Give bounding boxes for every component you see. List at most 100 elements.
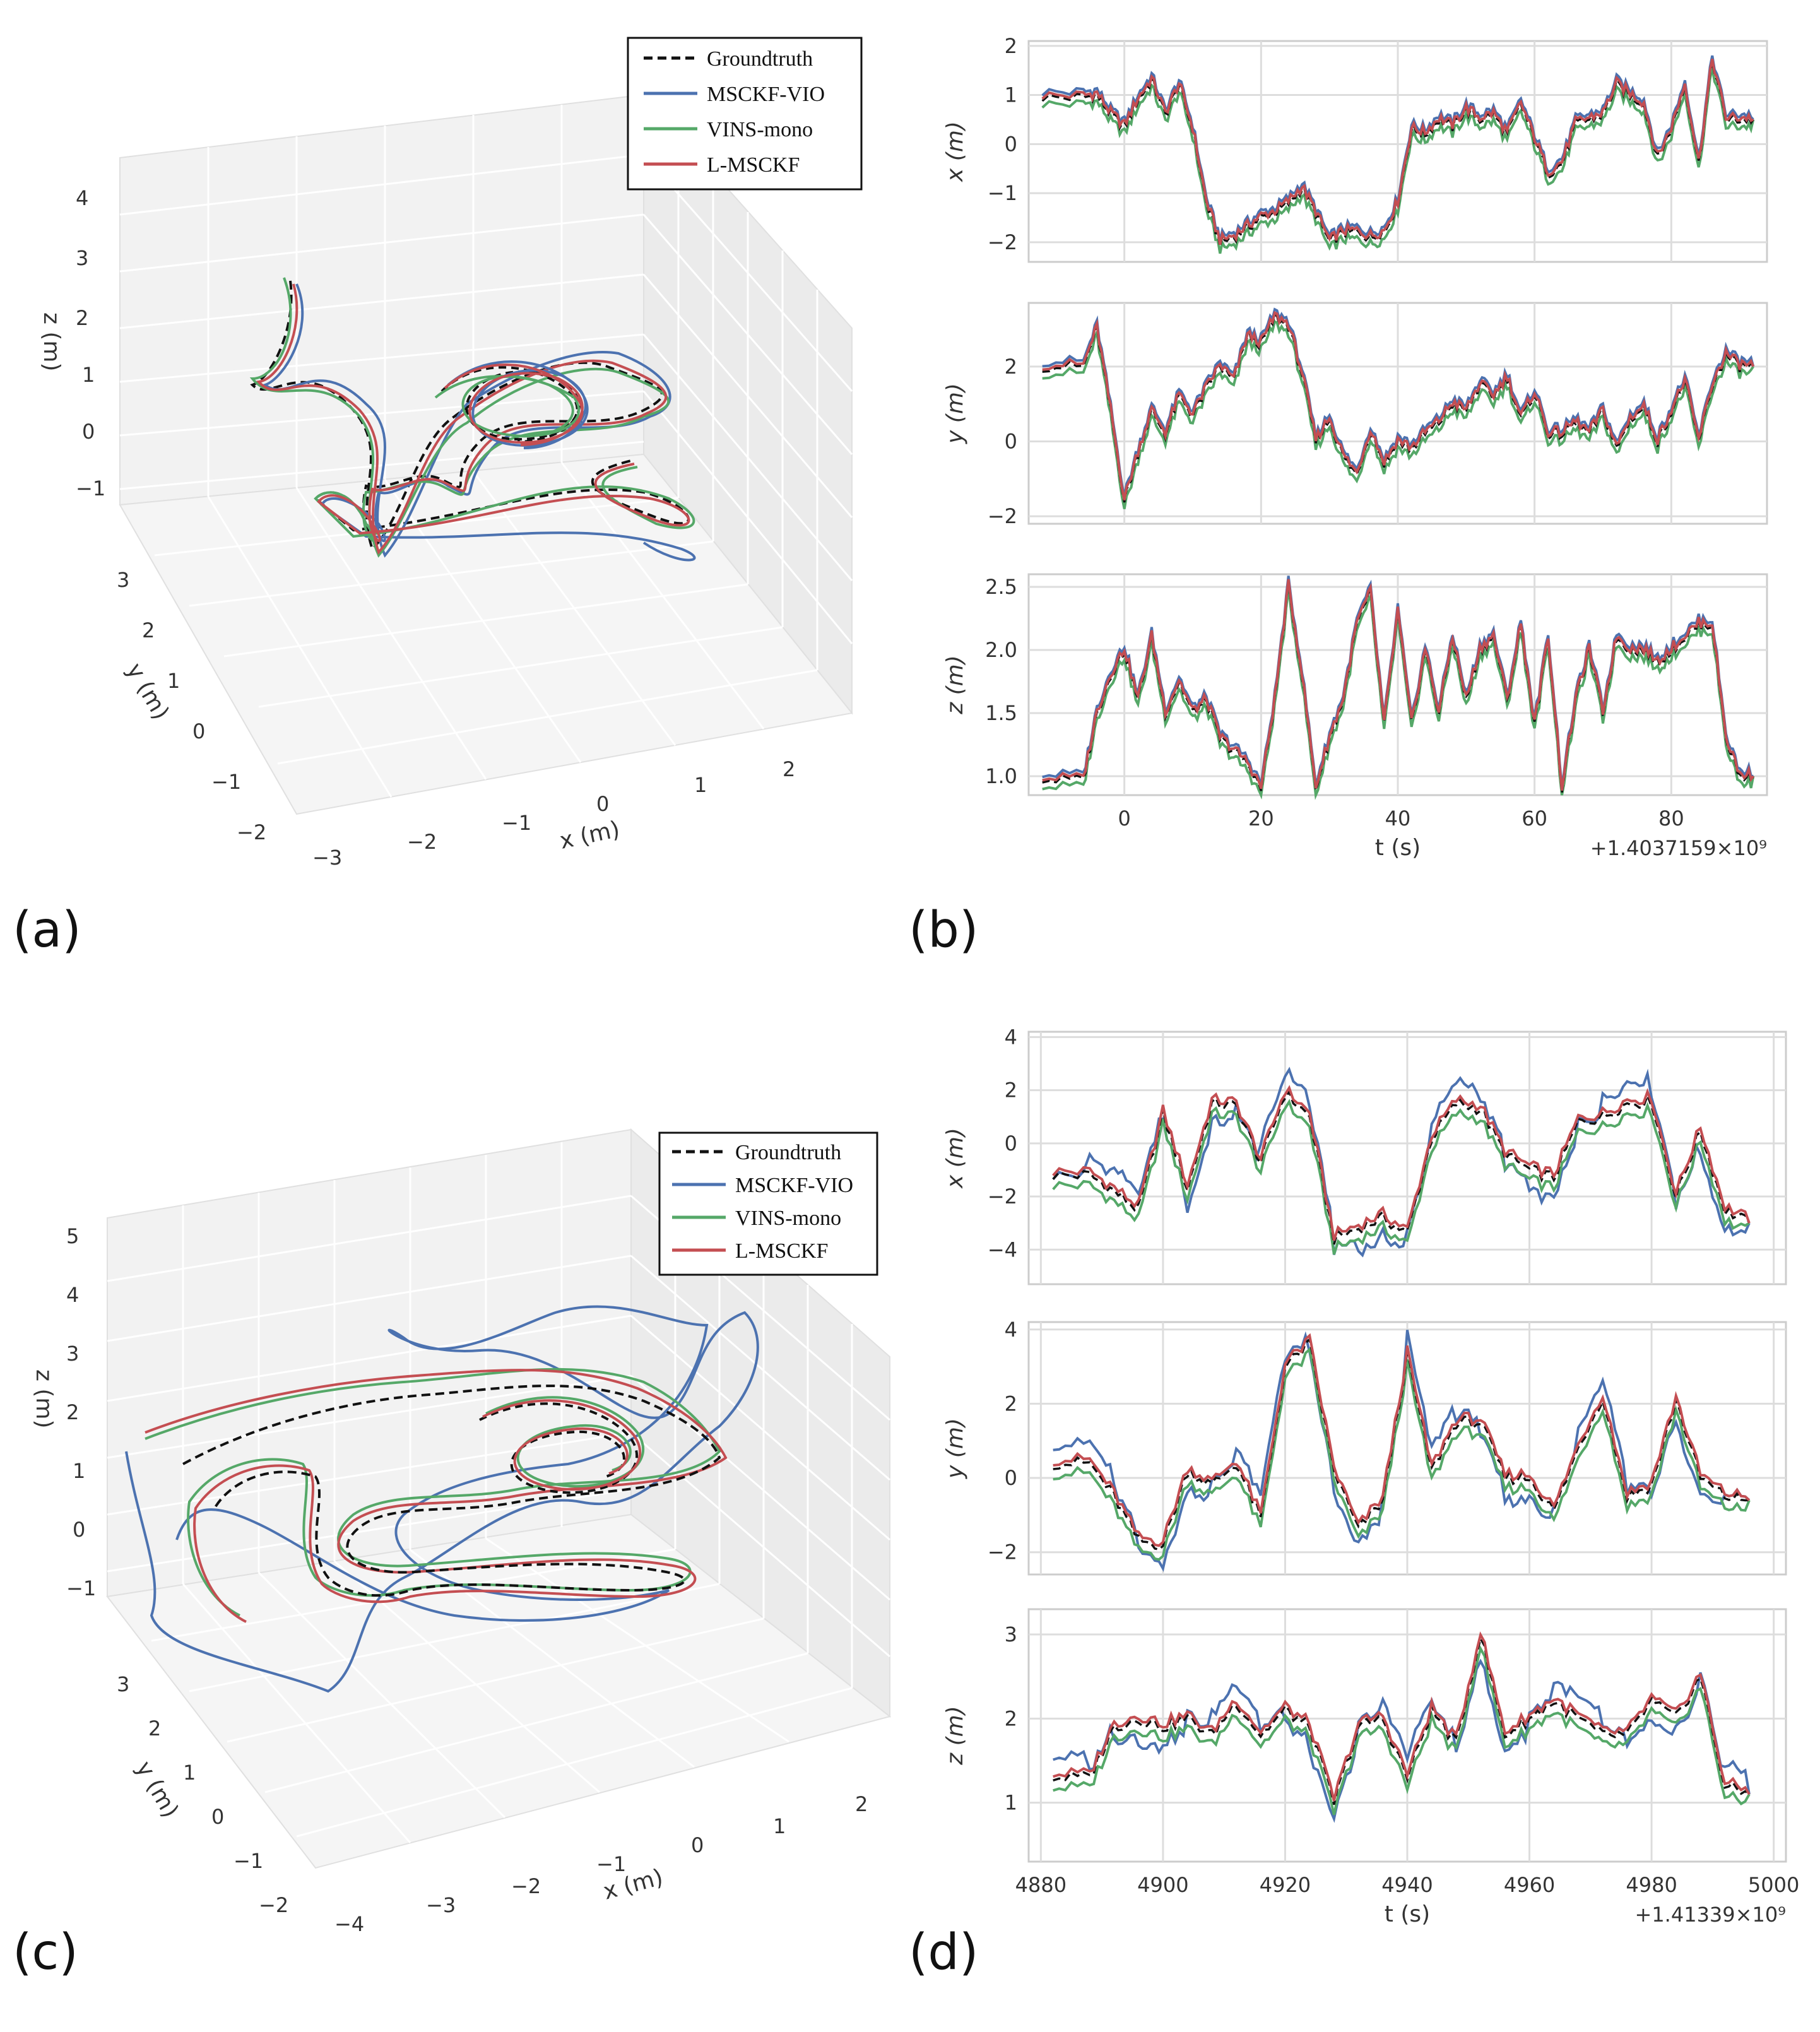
- y-tick-label: −2: [988, 1540, 1017, 1564]
- x-tick-label: 80: [1658, 806, 1684, 830]
- series-line-vins-mono: [1041, 68, 1755, 254]
- z-tick: −1: [66, 1576, 96, 1600]
- traj-a-vins: [249, 277, 695, 558]
- legend-a: Groundtruth MSCKF-VIO VINS-mono L-MSCKF: [627, 37, 863, 191]
- subplot-x: −2 −1 0 1 2 x (m): [942, 34, 1768, 263]
- z-tick: 0: [82, 420, 95, 444]
- z-tick: 2: [76, 306, 88, 330]
- y-tick: 2: [142, 618, 155, 642]
- panel-a-3d-plot: 4 3 2 1 0 −1 z (m) 3 2 1 0 −1 −2 y (m) −…: [13, 37, 863, 959]
- y-tick-label: −4: [988, 1238, 1017, 1261]
- floor-grid: [154, 462, 818, 798]
- y-tick-label: −2: [988, 230, 1017, 254]
- y-tick-label: 2: [1005, 34, 1017, 58]
- traj-c-cluster-gt: [479, 1402, 638, 1494]
- y-axis-label: x (m): [942, 1128, 968, 1189]
- x-tick-label: 5000: [1748, 1873, 1799, 1897]
- y-tick-label: 2: [1005, 1706, 1017, 1730]
- y-tick-label: 2: [1005, 1391, 1017, 1415]
- y-tick: −1: [233, 1849, 263, 1873]
- x-tick-label: 40: [1385, 806, 1411, 830]
- x-tick: −2: [511, 1874, 541, 1898]
- x-ticks: −4 −3 −2 −1 0 1 2: [334, 1792, 868, 1936]
- series-line-vins-mono: [1052, 1099, 1750, 1255]
- traj-c-groundtruth: [182, 1385, 721, 1597]
- legend-label: VINS-mono: [735, 1207, 841, 1230]
- y-axis-label: y (m): [942, 383, 968, 444]
- trajectories-a: [249, 277, 696, 562]
- series-line-msckf-vio: [1053, 1658, 1751, 1823]
- panel-b-time-series: −2 −1 0 1 2 x (m) −2 0 2 y (m) 1.0 1.5 2.0 2.5 z (m) 0 2…: [942, 34, 1768, 861]
- legend-label: Groundtruth: [735, 1141, 841, 1164]
- legend-label: MSCKF-VIO: [707, 83, 825, 106]
- y-tick-label: 0: [1005, 429, 1017, 453]
- y-tick-label: 2.5: [985, 575, 1017, 599]
- x-tick: −4: [334, 1912, 364, 1936]
- z-axis-label: z (m): [38, 312, 64, 372]
- series-line-msckf-vio: [1053, 1330, 1751, 1572]
- y-tick-label: 4: [1005, 1318, 1017, 1342]
- series-line-vins-mono: [1042, 319, 1754, 509]
- series-line-l-msckf: [1052, 1085, 1751, 1241]
- y-tick: 3: [117, 1672, 129, 1696]
- series-line-vins-mono: [1053, 1645, 1751, 1816]
- series-line-groundtruth: [1052, 1089, 1751, 1245]
- y-axis-label: z (m): [942, 1706, 968, 1766]
- y-tick-label: 0: [1005, 132, 1017, 156]
- y-tick: 1: [167, 669, 180, 693]
- panel-label: (d): [909, 1924, 978, 1981]
- y-ticks: 3 2 1 0 −1 −2: [117, 1672, 288, 1917]
- y-tick: 3: [117, 568, 129, 592]
- y-tick-label: 0: [1005, 1131, 1017, 1155]
- y-axis-label: x (m): [942, 121, 968, 182]
- series-line-groundtruth: [1042, 581, 1754, 793]
- back-wall: [119, 93, 644, 506]
- x-axis-label: x (m): [557, 817, 622, 854]
- x-tick: −1: [596, 1852, 626, 1876]
- x-tick: −3: [426, 1893, 456, 1917]
- z-tick: 1: [73, 1459, 85, 1483]
- subplot-z: 1 2 3 z (m) 4880 4900 4920 4940 4960 4980 5000 t (s…: [942, 1608, 1799, 1927]
- z-ticks: 5 4 3 2 1 0 −1: [66, 1224, 96, 1600]
- y-axis-label: z (m): [942, 655, 968, 715]
- traj-a-cluster-lmsckf: [444, 363, 584, 446]
- z-tick: 5: [66, 1224, 79, 1248]
- panel-d-time-series: −4 −2 0 2 4 x (m) −2 0 2 4 y (m) 1 2 3 z (m) 4880 4900 49…: [942, 1025, 1799, 1927]
- x-tick: 1: [694, 773, 707, 797]
- z-tick: 2: [66, 1400, 79, 1424]
- y-tick: 1: [183, 1761, 196, 1785]
- y-tick: 2: [148, 1716, 161, 1740]
- x-tick: −1: [502, 811, 531, 835]
- subplot-x: −4 −2 0 2 4 x (m): [942, 1025, 1787, 1285]
- y-tick-label: 1.5: [985, 701, 1017, 725]
- series-line-l-msckf: [1053, 1333, 1751, 1547]
- traj-a-groundtruth: [250, 280, 690, 552]
- x-tick-label: 4940: [1381, 1873, 1433, 1897]
- x-offset-label: +1.4037159×10⁹: [1590, 836, 1767, 860]
- panel-label: (a): [13, 902, 81, 959]
- y-tick: 0: [211, 1805, 224, 1829]
- x-axis-label: t (s): [1375, 835, 1421, 861]
- series-line-l-msckf: [1053, 1631, 1751, 1802]
- z-tick: 3: [76, 246, 88, 270]
- z-tick: 4: [76, 186, 88, 210]
- panel-label: (b): [909, 902, 978, 959]
- x-tick: 2: [855, 1792, 868, 1816]
- y-tick-label: 0: [1005, 1466, 1017, 1490]
- z-tick: 4: [66, 1283, 79, 1307]
- x-tick: 0: [691, 1833, 704, 1857]
- y-tick-label: 4: [1005, 1025, 1017, 1049]
- traj-c-vins: [145, 1367, 721, 1617]
- y-tick-label: 1: [1005, 1791, 1017, 1815]
- x-axis-label: t (s): [1385, 1901, 1430, 1927]
- subplot-z: 1.0 1.5 2.0 2.5 z (m) 0 20 40 60 80 t (s) +1.403715…: [942, 573, 1768, 861]
- y-tick: −2: [237, 820, 266, 844]
- y-tick: −1: [211, 770, 241, 794]
- z-tick: 3: [66, 1342, 79, 1366]
- y-tick-label: 2: [1005, 355, 1017, 379]
- x-tick: −2: [407, 830, 437, 854]
- y-tick: 0: [192, 719, 205, 743]
- panel-c-3d-plot: 5 4 3 2 1 0 −1 z (m) 3 2 1 0 −1 −2 y (m)…: [13, 1128, 892, 1981]
- series-line-vins-mono: [1053, 1347, 1751, 1561]
